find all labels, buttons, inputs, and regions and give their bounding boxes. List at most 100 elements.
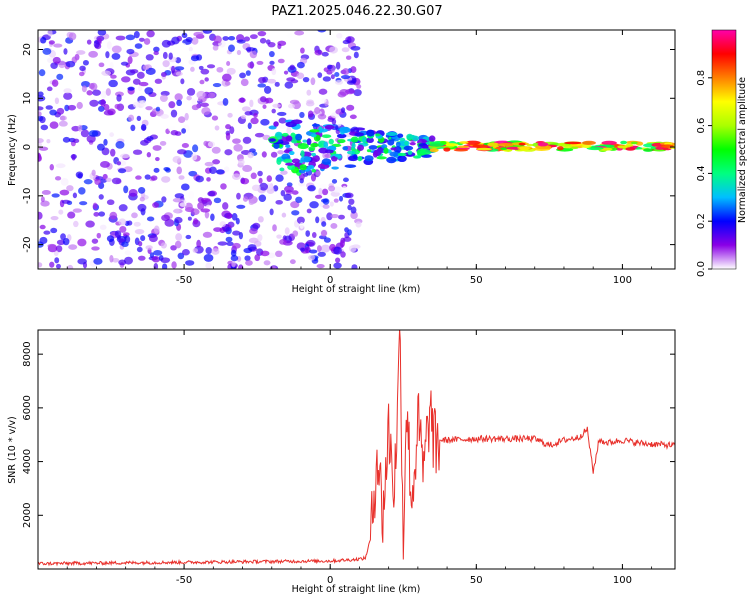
heatmap-cell (140, 139, 149, 146)
heatmap-cell (453, 148, 469, 152)
snr-x-tick-label: 0 (327, 575, 333, 586)
heatmap-cell (416, 155, 422, 159)
heatmap-cell (177, 252, 185, 260)
heatmap-cell (226, 241, 234, 247)
heatmap-cell (250, 117, 259, 125)
heatmap-cell (86, 134, 96, 143)
heatmap-cell (312, 155, 320, 163)
heatmap-cell (232, 173, 241, 180)
heatmap-cell (140, 123, 147, 131)
heatmap-cell (324, 149, 334, 154)
heatmap-cell (121, 76, 131, 83)
heatmap-cell (127, 220, 133, 226)
heatmap-cell (311, 152, 316, 157)
heatmap-cell (320, 229, 328, 237)
heatmap-cell (353, 51, 359, 59)
heatmap-cell (302, 77, 310, 83)
heatmap-cell (291, 158, 300, 164)
heatmap-cell (291, 210, 300, 216)
heatmap-cell (232, 230, 241, 236)
heatmap-cell (59, 115, 67, 121)
heatmap-cell (126, 48, 135, 55)
heatmap-cell (275, 199, 283, 205)
heatmap-cell (105, 51, 110, 59)
heatmap-cell (196, 239, 201, 248)
heatmap-cell (138, 37, 145, 42)
heatmap-cell (122, 232, 130, 237)
heatmap-cell (321, 134, 332, 139)
chart-title: PAZ1.2025.046.22.30.G07 (271, 4, 442, 19)
heatmap-cell (307, 164, 315, 170)
heatmap-cell (268, 138, 276, 142)
heatmap-cell (91, 169, 96, 176)
heatmap-cell (284, 81, 294, 89)
heatmap-cell (324, 124, 335, 130)
heatmap-cell (98, 211, 106, 217)
heatmap-cell (60, 233, 66, 241)
heatmap-cell (142, 64, 150, 70)
snr-x-label: Height of straight line (km) (292, 584, 421, 595)
heatmap-cell (582, 140, 596, 145)
heatmap-cell (47, 30, 53, 37)
heatmap-cell (272, 224, 277, 232)
heatmap-cell (242, 196, 249, 202)
heatmap-cell (99, 224, 107, 230)
heatmap-cell (301, 36, 307, 43)
spectrogram-panel: -50 0 50 100 -20 -10 0 10 20 Height of straight … (7, 29, 676, 295)
heatmap-cell (328, 145, 337, 150)
heatmap-cell (347, 204, 352, 211)
heatmap-cell (328, 138, 334, 145)
heatmap-cell (211, 248, 220, 255)
spectrogram-y-tick-label: -20 (22, 236, 33, 252)
heatmap-cell (59, 189, 70, 196)
heatmap-cell (340, 251, 346, 258)
heatmap-cell (317, 113, 327, 120)
heatmap-cell (537, 142, 549, 147)
heatmap-cell (316, 128, 329, 133)
heatmap-cell (299, 222, 304, 229)
heatmap-cell (174, 66, 185, 71)
heatmap-cell (321, 188, 329, 196)
heatmap-cell (236, 39, 246, 44)
heatmap-cell (350, 66, 357, 74)
colorbar-tick-label: 0.8 (696, 70, 707, 86)
heatmap-cell (223, 166, 230, 173)
heatmap-cell (305, 230, 311, 237)
heatmap-cell (260, 118, 270, 126)
heatmap-cell (225, 212, 233, 219)
heatmap-cell (150, 175, 158, 181)
heatmap-cell (317, 72, 323, 78)
heatmap-cell (337, 139, 346, 144)
snr-frame (37, 329, 676, 570)
heatmap-cell (92, 202, 98, 210)
heatmap-cell (386, 156, 397, 164)
heatmap-cell (205, 262, 212, 269)
heatmap-cell (71, 154, 76, 161)
heatmap-cell (88, 50, 98, 58)
heatmap-cell (103, 138, 108, 146)
heatmap-cell (350, 136, 359, 143)
heatmap-cell (254, 240, 262, 247)
heatmap-cell (267, 41, 276, 48)
heatmap-cell (77, 124, 83, 132)
heatmap-cell (206, 64, 216, 69)
heatmap-cell (240, 177, 250, 185)
heatmap-cell (53, 250, 59, 257)
heatmap-cell (103, 103, 110, 111)
heatmap-cell (170, 130, 179, 136)
heatmap-cell (181, 32, 188, 39)
heatmap-cell (38, 153, 42, 162)
heatmap-cell (192, 144, 199, 153)
colorbar-tick-label: 0.6 (696, 118, 707, 134)
heatmap-cell (289, 259, 296, 265)
heatmap-cell (138, 241, 143, 247)
heatmap-cell (76, 50, 86, 55)
heatmap-cell (237, 158, 245, 166)
heatmap-cell (64, 104, 70, 112)
heatmap-cell (118, 218, 127, 226)
heatmap-cell (54, 176, 62, 181)
heatmap-cell (68, 32, 77, 41)
heatmap-cell (116, 94, 122, 102)
heatmap-cell (76, 101, 83, 110)
snr-panel: -50 0 50 100 2000 4000 6000 8000 Height of stra… (7, 329, 676, 595)
